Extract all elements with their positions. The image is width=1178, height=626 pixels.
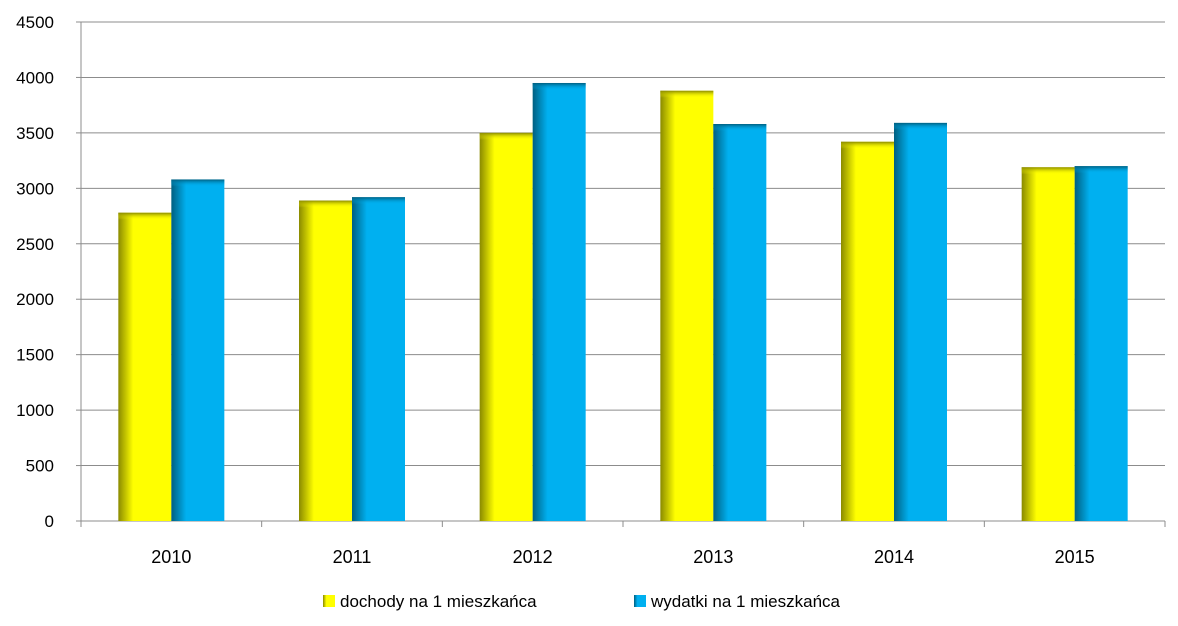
bar-wydatki-2010 <box>171 179 225 521</box>
bar-wydatki-2014 <box>894 122 947 522</box>
legend-item: dochody na 1 mieszkańca <box>323 592 537 611</box>
legend-swatch <box>634 595 646 607</box>
bar-wydatki-2013 <box>713 124 767 522</box>
bar-dochody-2010 <box>118 212 172 521</box>
bar-top-bevel <box>660 90 714 98</box>
bar-top-bevel <box>1021 167 1075 175</box>
x-tick-label: 2012 <box>513 547 553 567</box>
bar-dochody-2015 <box>1021 167 1075 521</box>
bar-dochody-2013 <box>660 90 714 522</box>
y-tick-label: 500 <box>26 457 54 476</box>
axes <box>76 21 1166 527</box>
gridlines <box>81 21 1165 467</box>
bar-top-bevel <box>299 200 352 208</box>
bar-top-bevel <box>1074 166 1128 174</box>
x-tick-label: 2013 <box>693 547 733 567</box>
legend-item: wydatki na 1 mieszkańca <box>634 592 841 611</box>
bar-wydatki-2015 <box>1074 166 1128 521</box>
bar-top-bevel <box>352 197 405 205</box>
x-tick-label: 2015 <box>1055 547 1095 567</box>
y-tick-label: 2500 <box>16 235 54 254</box>
bar-dochody-2014 <box>841 141 894 521</box>
y-tick-label: 2000 <box>16 290 54 309</box>
bar-top-bevel <box>894 122 947 130</box>
y-tick-label: 3000 <box>16 179 54 198</box>
x-tick-label: 2010 <box>151 547 191 567</box>
bars <box>118 82 1128 522</box>
x-tick-label: 2011 <box>333 547 372 567</box>
x-tick-label: 2014 <box>874 547 914 567</box>
bar-top-bevel <box>532 82 586 90</box>
legend-label: dochody na 1 mieszkańca <box>340 592 537 611</box>
y-tick-label: 0 <box>45 512 54 531</box>
y-tick-label: 1000 <box>16 401 54 420</box>
y-tick-label: 3500 <box>16 124 54 143</box>
y-tick-label: 4000 <box>16 68 54 87</box>
legend-label: wydatki na 1 mieszkańca <box>650 592 841 611</box>
bar-dochody-2011 <box>299 200 352 521</box>
bar-top-bevel <box>841 141 894 149</box>
y-tick-label: 1500 <box>16 346 54 365</box>
tick-labels: 0 500 1000 1500 2000 2500 3000 3500 4000 4500 2010… <box>16 13 1095 567</box>
bar-wydatki-2012 <box>532 82 586 521</box>
y-tick-label: 4500 <box>16 13 54 32</box>
legend-swatch <box>323 595 335 607</box>
bar-top-bevel <box>118 212 172 220</box>
bar-top-bevel <box>713 124 767 132</box>
bar-wydatki-2011 <box>352 197 405 521</box>
bar-dochody-2012 <box>479 132 533 521</box>
bar-top-bevel <box>479 132 533 140</box>
legend: dochody na 1 mieszkańca wydatki na 1 mies… <box>323 592 841 611</box>
bar-top-bevel <box>171 179 225 187</box>
